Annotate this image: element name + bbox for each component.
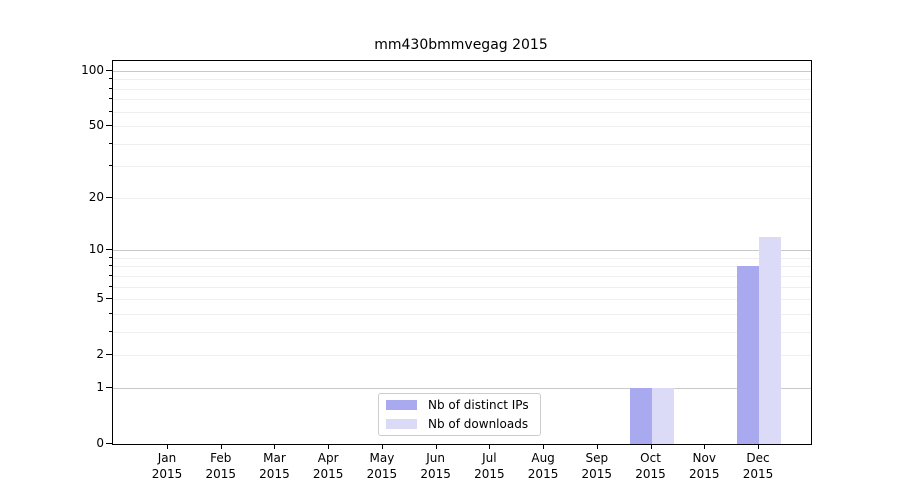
x-tick-mark bbox=[381, 444, 383, 449]
x-tick-label-feb: Feb 2015 bbox=[205, 451, 236, 481]
gridline-minor bbox=[113, 79, 811, 81]
legend-label-distinct-ips: Nb of distinct IPs bbox=[428, 397, 529, 412]
plot-area bbox=[112, 60, 812, 445]
x-tick-label-may: May 2015 bbox=[366, 451, 398, 481]
legend-entry-distinct-ips: Nb of distinct IPs bbox=[386, 397, 532, 412]
y-tick-label: 100 bbox=[81, 63, 104, 77]
y-tick-label: 2 bbox=[96, 347, 104, 362]
x-tick-mark bbox=[650, 444, 652, 449]
y-minor-tick-mark bbox=[109, 285, 112, 287]
gridline-minor bbox=[113, 355, 811, 357]
y-minor-tick-mark bbox=[109, 330, 112, 332]
y-tick-mark bbox=[106, 125, 112, 127]
y-minor-tick-mark bbox=[109, 110, 112, 112]
bar-distinct-ips-dec bbox=[736, 266, 759, 444]
legend: Nb of distinct IPs Nb of downloads bbox=[378, 393, 541, 436]
gridline-minor bbox=[113, 126, 811, 128]
y-minor-tick-mark bbox=[109, 165, 112, 167]
y-minor-tick-mark bbox=[109, 274, 112, 276]
y-tick-label: 10 bbox=[88, 242, 104, 257]
chart-title: mm430bmmvegag 2015 bbox=[374, 37, 548, 53]
gridline-minor bbox=[113, 257, 811, 259]
x-tick-label-dec: Dec 2015 bbox=[742, 451, 774, 481]
y-tick-mark bbox=[106, 298, 112, 300]
gridline-minor bbox=[113, 313, 811, 315]
gridline-minor bbox=[113, 166, 811, 168]
y-tick-label: 1 bbox=[96, 379, 104, 394]
y-minor-tick-mark bbox=[109, 78, 112, 80]
x-tick-label-jul: Jul 2015 bbox=[474, 451, 505, 481]
y-tick-mark bbox=[106, 386, 112, 388]
y-tick-mark bbox=[106, 196, 112, 198]
x-tick-mark bbox=[328, 444, 330, 449]
y-minor-tick-mark bbox=[109, 142, 112, 144]
gridline-minor bbox=[113, 331, 811, 333]
y-minor-tick-mark bbox=[109, 256, 112, 258]
x-tick-label-jan: Jan 2015 bbox=[151, 451, 183, 481]
x-tick-label-apr: Apr 2015 bbox=[312, 451, 344, 481]
y-tick-mark bbox=[106, 70, 112, 71]
gridline-minor bbox=[113, 99, 811, 101]
x-tick-mark bbox=[435, 444, 437, 449]
y-minor-tick-mark bbox=[109, 265, 112, 267]
y-tick-label: 50 bbox=[88, 118, 104, 133]
x-tick-mark bbox=[543, 444, 545, 449]
y-tick-mark bbox=[106, 443, 112, 444]
x-tick-label-jun: Jun 2015 bbox=[420, 451, 451, 481]
gridline-major bbox=[113, 250, 811, 252]
gridline-minor bbox=[113, 88, 811, 90]
legend-label-downloads: Nb of downloads bbox=[428, 416, 529, 431]
gridline-major bbox=[113, 71, 811, 72]
gridline-major bbox=[113, 387, 811, 389]
gridline-minor bbox=[113, 143, 811, 145]
y-minor-tick-mark bbox=[109, 98, 112, 100]
x-tick-mark bbox=[220, 444, 222, 449]
x-tick-mark bbox=[704, 444, 706, 449]
gridline-minor bbox=[113, 197, 811, 199]
gridline-minor bbox=[113, 286, 811, 288]
legend-entry-downloads: Nb of downloads bbox=[386, 416, 532, 431]
gridline-minor bbox=[113, 111, 811, 113]
x-tick-mark bbox=[596, 444, 598, 449]
y-tick-label: 5 bbox=[96, 291, 104, 306]
y-tick-label: 20 bbox=[88, 189, 104, 204]
x-tick-mark bbox=[274, 444, 276, 449]
bar-downloads-dec bbox=[758, 236, 781, 444]
x-tick-mark bbox=[757, 444, 759, 449]
gridline-minor bbox=[113, 275, 811, 277]
x-tick-label-mar: Mar 2015 bbox=[259, 451, 290, 481]
y-minor-tick-mark bbox=[109, 312, 112, 314]
legend-swatch-downloads bbox=[386, 419, 417, 429]
x-tick-mark bbox=[167, 444, 168, 449]
y-tick-mark bbox=[106, 354, 112, 356]
x-tick-mark bbox=[489, 444, 491, 449]
x-tick-label-aug: Aug 2015 bbox=[527, 451, 559, 481]
x-tick-label-oct: Oct 2015 bbox=[635, 451, 666, 481]
y-tick-label: 0 bbox=[96, 436, 104, 450]
gridline-minor bbox=[113, 266, 811, 268]
legend-swatch-distinct-ips bbox=[386, 400, 417, 410]
bar-downloads-oct bbox=[651, 387, 674, 444]
y-minor-tick-mark bbox=[109, 87, 112, 89]
x-tick-label-sep: Sep 2015 bbox=[581, 451, 613, 481]
x-tick-label-nov: Nov 2015 bbox=[688, 451, 720, 481]
bar-distinct-ips-oct bbox=[629, 387, 652, 444]
gridline-minor bbox=[113, 299, 811, 301]
y-tick-mark bbox=[106, 249, 112, 251]
